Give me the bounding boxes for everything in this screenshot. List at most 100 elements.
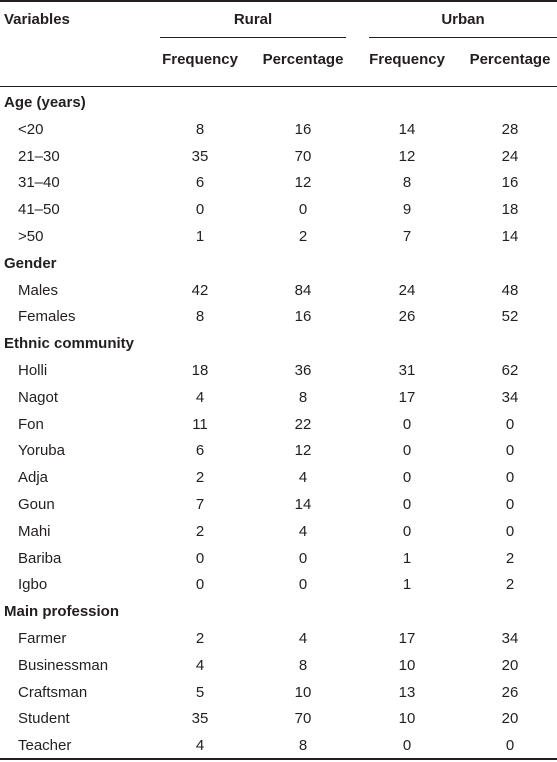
- row-label: Females: [18, 308, 76, 326]
- cell-up: 52: [501, 308, 519, 326]
- cell-up: 0: [505, 522, 515, 540]
- cell-up: 2: [505, 576, 515, 594]
- cell-rf: 18: [191, 362, 209, 379]
- cell-uf: 31: [398, 362, 416, 379]
- row-label: Fon: [18, 415, 44, 433]
- cell-uf: 10: [398, 710, 416, 728]
- cell-uf: 8: [402, 174, 412, 192]
- cell-rp: 8: [298, 737, 308, 755]
- cell-up: 20: [501, 710, 519, 728]
- cell-rp: 4: [298, 469, 308, 487]
- cell-rf: 5: [195, 683, 205, 701]
- cell-uf: 14: [398, 120, 416, 138]
- cell-rp: 0: [298, 549, 308, 567]
- cell-uf: 9: [402, 201, 412, 219]
- cell-rp: 16: [294, 308, 312, 326]
- cell-rp: 36: [294, 362, 312, 379]
- cell-rp: 0: [298, 201, 308, 219]
- cell-up: 0: [505, 496, 515, 513]
- cell-up: 14: [501, 228, 519, 245]
- cell-rf: 4: [195, 656, 205, 674]
- cell-rf: 2: [195, 469, 205, 487]
- cell-uf: 0: [402, 469, 412, 487]
- header-urban-percentage: Percentage: [469, 51, 551, 68]
- section-title: Age (years): [4, 94, 86, 111]
- cell-rf: 11: [192, 415, 208, 433]
- row-label: <20: [18, 120, 44, 138]
- section-title: Gender: [4, 254, 57, 272]
- row-label: Nagot: [18, 388, 59, 406]
- row-label: Student: [18, 710, 70, 728]
- header-rural-percentage: Percentage: [262, 51, 344, 68]
- cell-rp: 2: [298, 228, 308, 245]
- row-label: Goun: [18, 496, 55, 513]
- row-label: Mahi: [18, 522, 51, 540]
- cell-rp: 4: [298, 630, 308, 647]
- cell-rf: 2: [195, 522, 205, 540]
- cell-uf: 10: [398, 656, 416, 674]
- cell-uf: 17: [398, 630, 416, 647]
- header-rural: Rural: [233, 11, 273, 28]
- cell-up: 0: [505, 737, 515, 755]
- cell-rf: 1: [195, 228, 205, 245]
- row-label: 41–50: [18, 201, 60, 219]
- row-label: Businessman: [18, 656, 109, 674]
- cell-up: 0: [505, 442, 515, 460]
- cell-up: 0: [505, 415, 515, 433]
- cell-rf: 8: [195, 120, 205, 138]
- cell-uf: 0: [402, 737, 412, 755]
- cell-rf: 4: [195, 737, 205, 755]
- cell-up: 34: [501, 630, 519, 647]
- cell-rp: 8: [298, 656, 308, 674]
- row-label: 21–30: [18, 147, 60, 165]
- cell-uf: 13: [398, 683, 416, 701]
- row-label: Teacher: [18, 737, 72, 755]
- cell-rf: 35: [191, 710, 209, 728]
- cell-rf: 6: [195, 174, 205, 192]
- cell-up: 34: [501, 388, 519, 406]
- cell-uf: 17: [398, 388, 416, 406]
- cell-rp: 12: [294, 442, 312, 460]
- cell-rp: 14: [294, 496, 312, 513]
- cell-rp: 10: [294, 683, 312, 701]
- cell-up: 48: [501, 281, 519, 299]
- cell-rf: 0: [195, 576, 205, 594]
- cell-uf: 0: [402, 442, 412, 460]
- cell-rf: 4: [195, 388, 205, 406]
- cell-rp: 22: [294, 415, 312, 433]
- section-title: Main profession: [4, 603, 120, 621]
- cell-uf: 0: [402, 522, 412, 540]
- cell-uf: 7: [402, 228, 412, 245]
- cell-rp: 0: [298, 576, 308, 594]
- cell-up: 24: [501, 147, 519, 165]
- cell-rf: 2: [195, 630, 205, 647]
- rural-group-rule: [160, 37, 346, 38]
- row-label: Bariba: [18, 549, 62, 567]
- cell-up: 62: [501, 362, 519, 379]
- cell-rf: 7: [195, 496, 205, 513]
- cell-rp: 84: [294, 281, 312, 299]
- section-title: Ethnic community: [4, 335, 135, 353]
- urban-group-rule: [369, 37, 557, 38]
- row-label: Craftsman: [18, 683, 88, 701]
- cell-rp: 12: [294, 174, 312, 192]
- row-label: Males: [18, 281, 59, 299]
- row-label: >50: [18, 228, 44, 245]
- cell-rf: 0: [195, 201, 205, 219]
- row-label: Farmer: [18, 630, 67, 647]
- cell-uf: 24: [398, 281, 416, 299]
- cell-rf: 0: [195, 549, 205, 567]
- cell-rp: 70: [294, 147, 312, 165]
- cell-up: 0: [505, 469, 515, 487]
- cell-uf: 1: [402, 549, 412, 567]
- bottom-rule: [0, 758, 557, 760]
- header-urban: Urban: [441, 11, 485, 28]
- header-rural-frequency: Frequency: [162, 51, 238, 68]
- cell-rp: 16: [294, 120, 312, 138]
- header-urban-frequency: Frequency: [369, 51, 445, 68]
- header-variables: Variables: [4, 11, 70, 28]
- cell-rp: 70: [294, 710, 312, 728]
- cell-rp: 4: [298, 522, 308, 540]
- cell-rp: 8: [298, 388, 308, 406]
- cell-up: 20: [501, 656, 519, 674]
